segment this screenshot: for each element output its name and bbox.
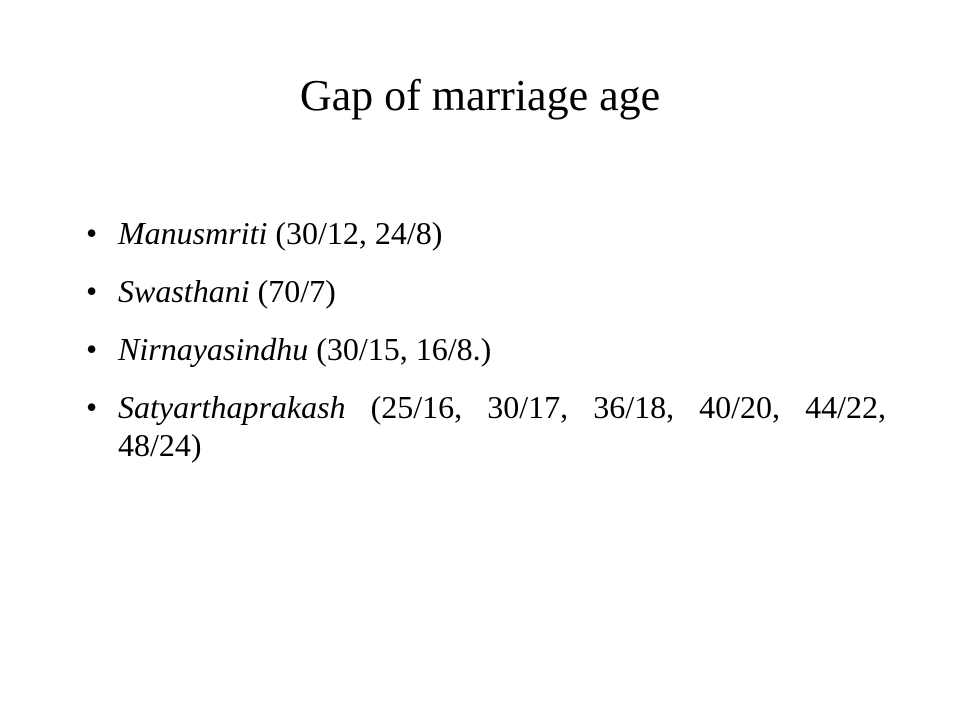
bullet-list: • Manusmriti (30/12, 24/8) • Swasthani (…	[86, 214, 886, 484]
work-title: Manusmriti	[118, 215, 268, 251]
bullet-icon: •	[86, 215, 98, 251]
list-item: • Satyarthaprakash (25/16, 30/17, 36/18,…	[86, 388, 886, 464]
bullet-icon: •	[86, 273, 98, 309]
age-ratios: (25/16, 30/17, 36/18, 40/20, 44/22, 48/2…	[118, 389, 886, 463]
list-item: • Manusmriti (30/12, 24/8)	[86, 214, 886, 252]
age-ratios: (70/7)	[249, 273, 336, 309]
work-title: Nirnayasindhu	[118, 331, 309, 367]
list-item: • Nirnayasindhu (30/15, 16/8.)	[86, 330, 886, 368]
list-item: • Swasthani (70/7)	[86, 272, 886, 310]
bullet-icon: •	[86, 389, 98, 425]
bullet-icon: •	[86, 331, 98, 367]
work-title: Satyarthaprakash	[118, 389, 346, 425]
age-ratios: (30/12, 24/8)	[267, 215, 443, 251]
slide-title: Gap of marriage age	[299, 71, 661, 120]
age-ratios: (30/15, 16/8.)	[308, 331, 492, 367]
work-title: Swasthani	[118, 273, 250, 309]
